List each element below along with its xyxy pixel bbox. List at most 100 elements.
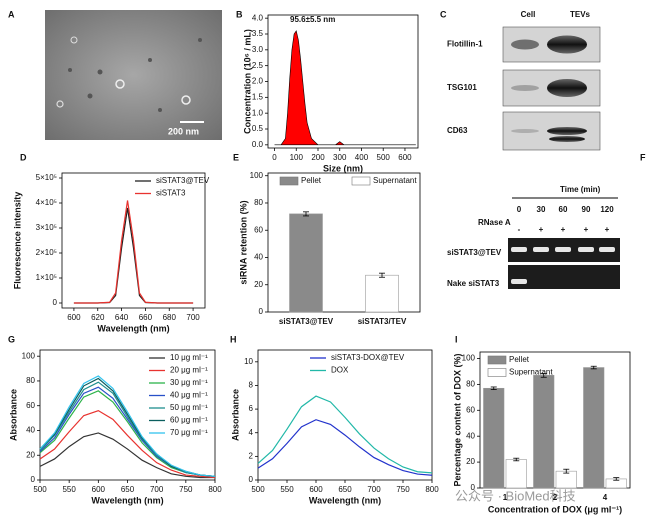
sign-label: - xyxy=(518,225,521,234)
axis-frame xyxy=(479,351,631,489)
legend-label: 40 μg ml⁻¹ xyxy=(170,391,208,400)
band xyxy=(547,127,587,135)
legend-label: 60 μg ml⁻¹ xyxy=(170,416,208,425)
y-tick-label: 1.0 xyxy=(252,108,264,117)
x-tick-label: 550 xyxy=(62,485,76,494)
legend-label: Supernatant xyxy=(373,176,417,185)
y-tick-label: 1.5 xyxy=(252,92,264,101)
y-tick-label: 0 xyxy=(53,298,58,307)
legend-label: 10 μg ml⁻¹ xyxy=(170,353,208,362)
y-tick-label: 40 xyxy=(254,253,263,262)
y-tick-label: 4×10⁵ xyxy=(36,198,57,207)
legend-label: Supernatant xyxy=(509,368,553,377)
y-axis-label: Concentration (10⁶ / mL) xyxy=(242,29,252,134)
x-tick-label: 200 xyxy=(311,153,325,162)
y-axis-label: Percentage content of DOX (%) xyxy=(452,353,462,486)
y-tick-label: 60 xyxy=(254,225,263,234)
sign-label: + xyxy=(584,225,589,234)
x-axis-label: Wavelength (nm) xyxy=(309,495,381,505)
x-tick-label: 500 xyxy=(377,153,391,162)
treatment-label: RNase A xyxy=(478,218,511,227)
column-label: Cell xyxy=(521,10,536,19)
y-tick-label: 4 xyxy=(249,428,254,437)
error-bar xyxy=(563,468,570,474)
y-tick-label: 60 xyxy=(466,405,475,414)
error-bar xyxy=(303,211,309,217)
band xyxy=(511,39,539,50)
legend-label: siSTAT3 xyxy=(156,189,186,198)
x-tick-label: 600 xyxy=(398,153,412,162)
y-tick-label: 1×10⁵ xyxy=(36,273,57,282)
band xyxy=(555,247,571,252)
x-tick-label: 800 xyxy=(208,485,222,494)
y-tick-label: 3×10⁵ xyxy=(36,223,57,232)
legend-label: 70 μg ml⁻¹ xyxy=(170,428,208,437)
column-label: TEVs xyxy=(570,10,591,19)
x-tick-label: 1 xyxy=(503,493,508,502)
legend-swatch xyxy=(279,176,299,186)
axis-frame xyxy=(267,172,421,313)
error-bar xyxy=(613,477,620,481)
y-tick-label: 0 xyxy=(249,475,254,484)
band xyxy=(549,136,585,142)
watermark: 公众号 · BioMed科技 xyxy=(455,488,576,503)
error-bar xyxy=(590,365,597,370)
y-tick-label: 10 xyxy=(244,357,253,366)
legend-label: siSTAT3@TEV xyxy=(156,176,210,185)
x-axis-label: Wavelength (nm) xyxy=(97,323,169,333)
row-label: TSG101 xyxy=(447,83,477,92)
panel-label: E xyxy=(233,152,239,162)
y-axis-label: siRNA retention (%) xyxy=(238,200,248,284)
x-tick-label: 100 xyxy=(290,153,304,162)
x-tick-label: 550 xyxy=(280,485,294,494)
y-tick-label: 40 xyxy=(26,426,35,435)
y-tick-label: 8 xyxy=(249,381,254,390)
row-label: siSTAT3@TEV xyxy=(447,248,502,257)
time-title: Time (min) xyxy=(560,185,601,194)
error-bar xyxy=(379,272,385,278)
time-label: 120 xyxy=(600,205,614,214)
gel: 0 - 30 +60 +90 +120 + siSTAT3@TEV Nake siSTAT3 xyxy=(447,205,620,289)
y-tick-label: 2 xyxy=(249,451,254,460)
x-tick-label: 660 xyxy=(139,313,153,322)
y-axis-label: Fluorescence intensity xyxy=(12,192,22,290)
panel-label: C xyxy=(440,9,447,19)
y-tick-label: 6 xyxy=(249,404,254,413)
time-label: 30 xyxy=(537,205,546,214)
tem-image xyxy=(45,10,222,140)
x-tick-label: 750 xyxy=(179,485,193,494)
x-tick-label: 300 xyxy=(333,153,347,162)
x-axis-label: Size (nm) xyxy=(323,163,363,173)
y-axis-label: Absorbance xyxy=(8,389,18,441)
band xyxy=(533,247,549,252)
line xyxy=(257,395,433,474)
line xyxy=(39,381,216,477)
y-tick-label: 100 xyxy=(22,351,36,360)
line xyxy=(39,432,215,479)
x-tick-label: 640 xyxy=(115,313,129,322)
bar xyxy=(555,470,577,489)
band xyxy=(547,35,587,54)
y-tick-label: 100 xyxy=(250,171,264,180)
error-bar xyxy=(513,457,520,462)
line xyxy=(257,419,433,476)
x-tick-label: 400 xyxy=(355,153,369,162)
panel-label: B xyxy=(236,9,243,19)
x-tick-label: 600 xyxy=(67,313,81,322)
bar xyxy=(533,375,555,489)
x-tick-label: 650 xyxy=(121,485,135,494)
y-tick-label: 0 xyxy=(259,307,264,316)
bar xyxy=(483,387,505,489)
x-tick-label: 700 xyxy=(150,485,164,494)
row-label: Flotillin-1 xyxy=(447,40,483,49)
gel-strip xyxy=(508,265,620,289)
y-tick-label: 2.0 xyxy=(252,77,264,86)
band xyxy=(599,247,615,252)
line xyxy=(73,207,194,304)
y-tick-label: 100 xyxy=(462,354,476,363)
x-axis-label: Concentration of DOX (μg ml⁻¹) xyxy=(488,504,622,514)
y-tick-label: 80 xyxy=(466,379,475,388)
area xyxy=(274,30,416,146)
